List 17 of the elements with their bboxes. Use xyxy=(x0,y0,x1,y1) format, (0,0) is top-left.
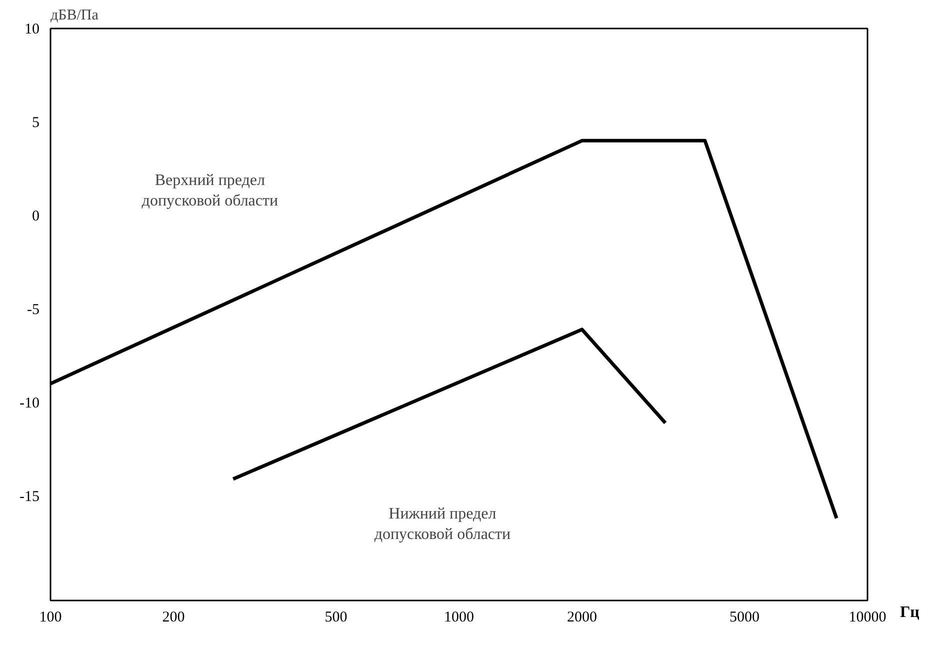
annotation: Нижний предел допусковой области xyxy=(374,506,512,543)
x-tick-label: 200 xyxy=(162,610,185,626)
x-tick-label: 10000 xyxy=(848,610,886,626)
x-tick-label: 100 xyxy=(39,610,62,626)
x-tick-label: 5000 xyxy=(730,610,760,626)
x-tick-label: 1000 xyxy=(444,610,474,626)
y-tick-label: 0 xyxy=(32,208,40,224)
y-tick-label: 10 xyxy=(24,22,40,38)
y-tick-label: -10 xyxy=(20,395,40,412)
annotation: Верхний предел допусковой области xyxy=(142,172,279,210)
x-tick-label: 500 xyxy=(324,610,348,626)
y-tick-label: 5 xyxy=(32,114,40,131)
x-axis-title: Гц xyxy=(900,603,920,623)
y-tick-label: -5 xyxy=(27,302,40,318)
y-tick-label: -15 xyxy=(20,488,40,505)
x-tick-label: 2000 xyxy=(566,610,597,626)
y-axis-title: дБВ/Па xyxy=(50,8,99,24)
